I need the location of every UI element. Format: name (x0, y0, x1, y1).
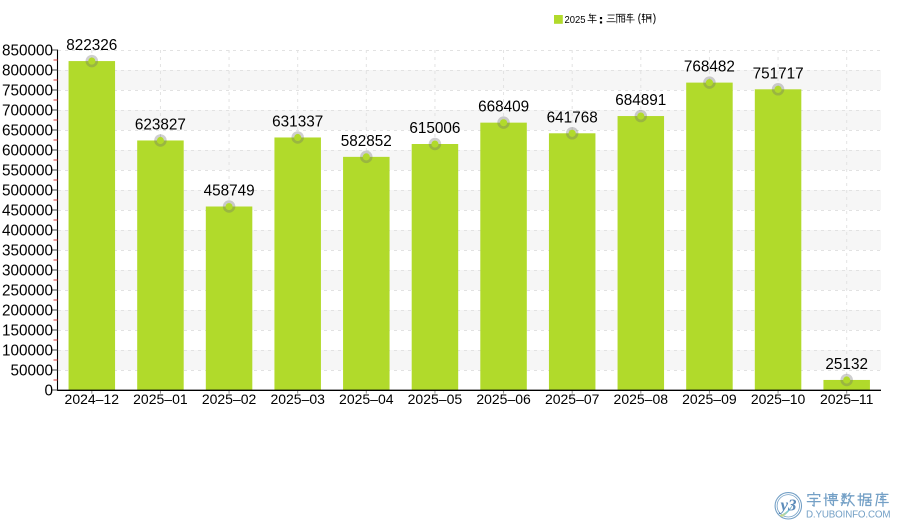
svg-text:615006: 615006 (409, 120, 460, 137)
svg-text:800000: 800000 (2, 62, 53, 79)
svg-text:2025–05: 2025–05 (408, 391, 463, 407)
svg-text:2024–12: 2024–12 (65, 391, 120, 407)
svg-text:750000: 750000 (2, 82, 53, 99)
svg-text:582852: 582852 (341, 133, 392, 150)
svg-text:684891: 684891 (615, 92, 666, 109)
svg-text:2025–04: 2025–04 (339, 391, 394, 407)
svg-text:150000: 150000 (2, 322, 53, 339)
svg-text:400000: 400000 (2, 222, 53, 239)
svg-text:200000: 200000 (2, 302, 53, 319)
svg-text:2025–07: 2025–07 (545, 391, 600, 407)
svg-text:850000: 850000 (2, 42, 53, 59)
svg-text:650000: 650000 (2, 122, 53, 139)
svg-text:2025: 2025 (565, 14, 586, 26)
svg-text:2025–09: 2025–09 (682, 391, 737, 407)
svg-text:2025–01: 2025–01 (133, 391, 188, 407)
svg-text:300000: 300000 (2, 262, 53, 279)
svg-text:2025–11: 2025–11 (820, 391, 874, 407)
svg-text:y3: y3 (779, 496, 798, 515)
svg-text:2025–06: 2025–06 (476, 391, 531, 407)
svg-text:500000: 500000 (2, 182, 53, 199)
svg-text:2025–02: 2025–02 (202, 391, 257, 407)
svg-text:2025–03: 2025–03 (270, 391, 325, 407)
svg-text:768482: 768482 (684, 59, 735, 76)
svg-text:751717: 751717 (753, 65, 804, 82)
svg-text:822326: 822326 (66, 37, 117, 54)
svg-text:600000: 600000 (2, 142, 53, 159)
svg-text:350000: 350000 (2, 242, 53, 259)
svg-text:668409: 668409 (478, 99, 529, 116)
svg-text:2025–10: 2025–10 (751, 391, 806, 407)
svg-text:25132: 25132 (825, 356, 868, 373)
svg-text:D.YUBOINFO.COM: D.YUBOINFO.COM (806, 510, 891, 521)
svg-text:0: 0 (44, 382, 53, 399)
svg-text:450000: 450000 (2, 202, 53, 219)
svg-text:250000: 250000 (2, 282, 53, 299)
svg-text:631337: 631337 (272, 114, 323, 131)
svg-text:550000: 550000 (2, 162, 53, 179)
svg-text:623827: 623827 (135, 117, 186, 134)
svg-text:100000: 100000 (2, 342, 53, 359)
svg-text:641768: 641768 (547, 109, 598, 126)
svg-text:458749: 458749 (204, 183, 255, 200)
svg-text:700000: 700000 (2, 102, 53, 119)
svg-text:2025–08: 2025–08 (614, 391, 669, 407)
svg-text:50000: 50000 (10, 362, 53, 379)
